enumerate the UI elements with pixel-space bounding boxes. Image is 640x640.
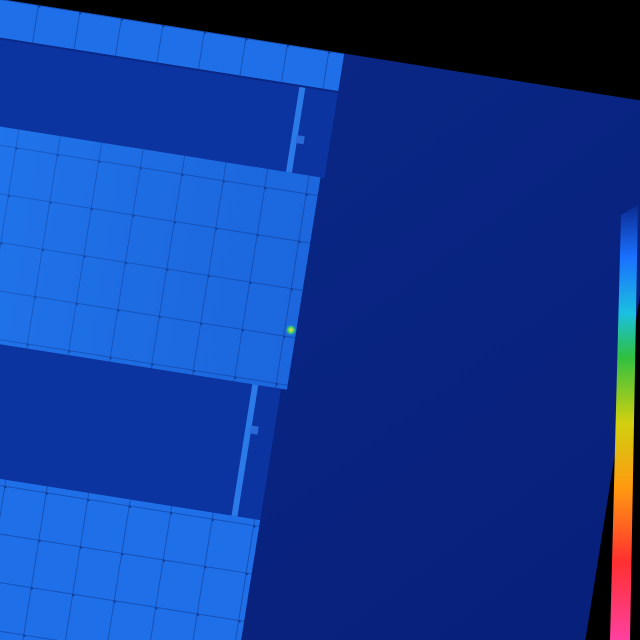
shadow-band — [0, 332, 281, 521]
panel-shade — [0, 120, 321, 390]
hotspot — [285, 324, 297, 336]
solar-panel — [0, 463, 261, 640]
bracket — [295, 135, 305, 145]
color-scale — [610, 205, 638, 640]
mount-rail — [231, 384, 259, 517]
mount-rail — [285, 86, 306, 173]
bracket — [249, 425, 259, 435]
shadow-band — [0, 35, 338, 178]
solar-panel — [0, 0, 345, 92]
